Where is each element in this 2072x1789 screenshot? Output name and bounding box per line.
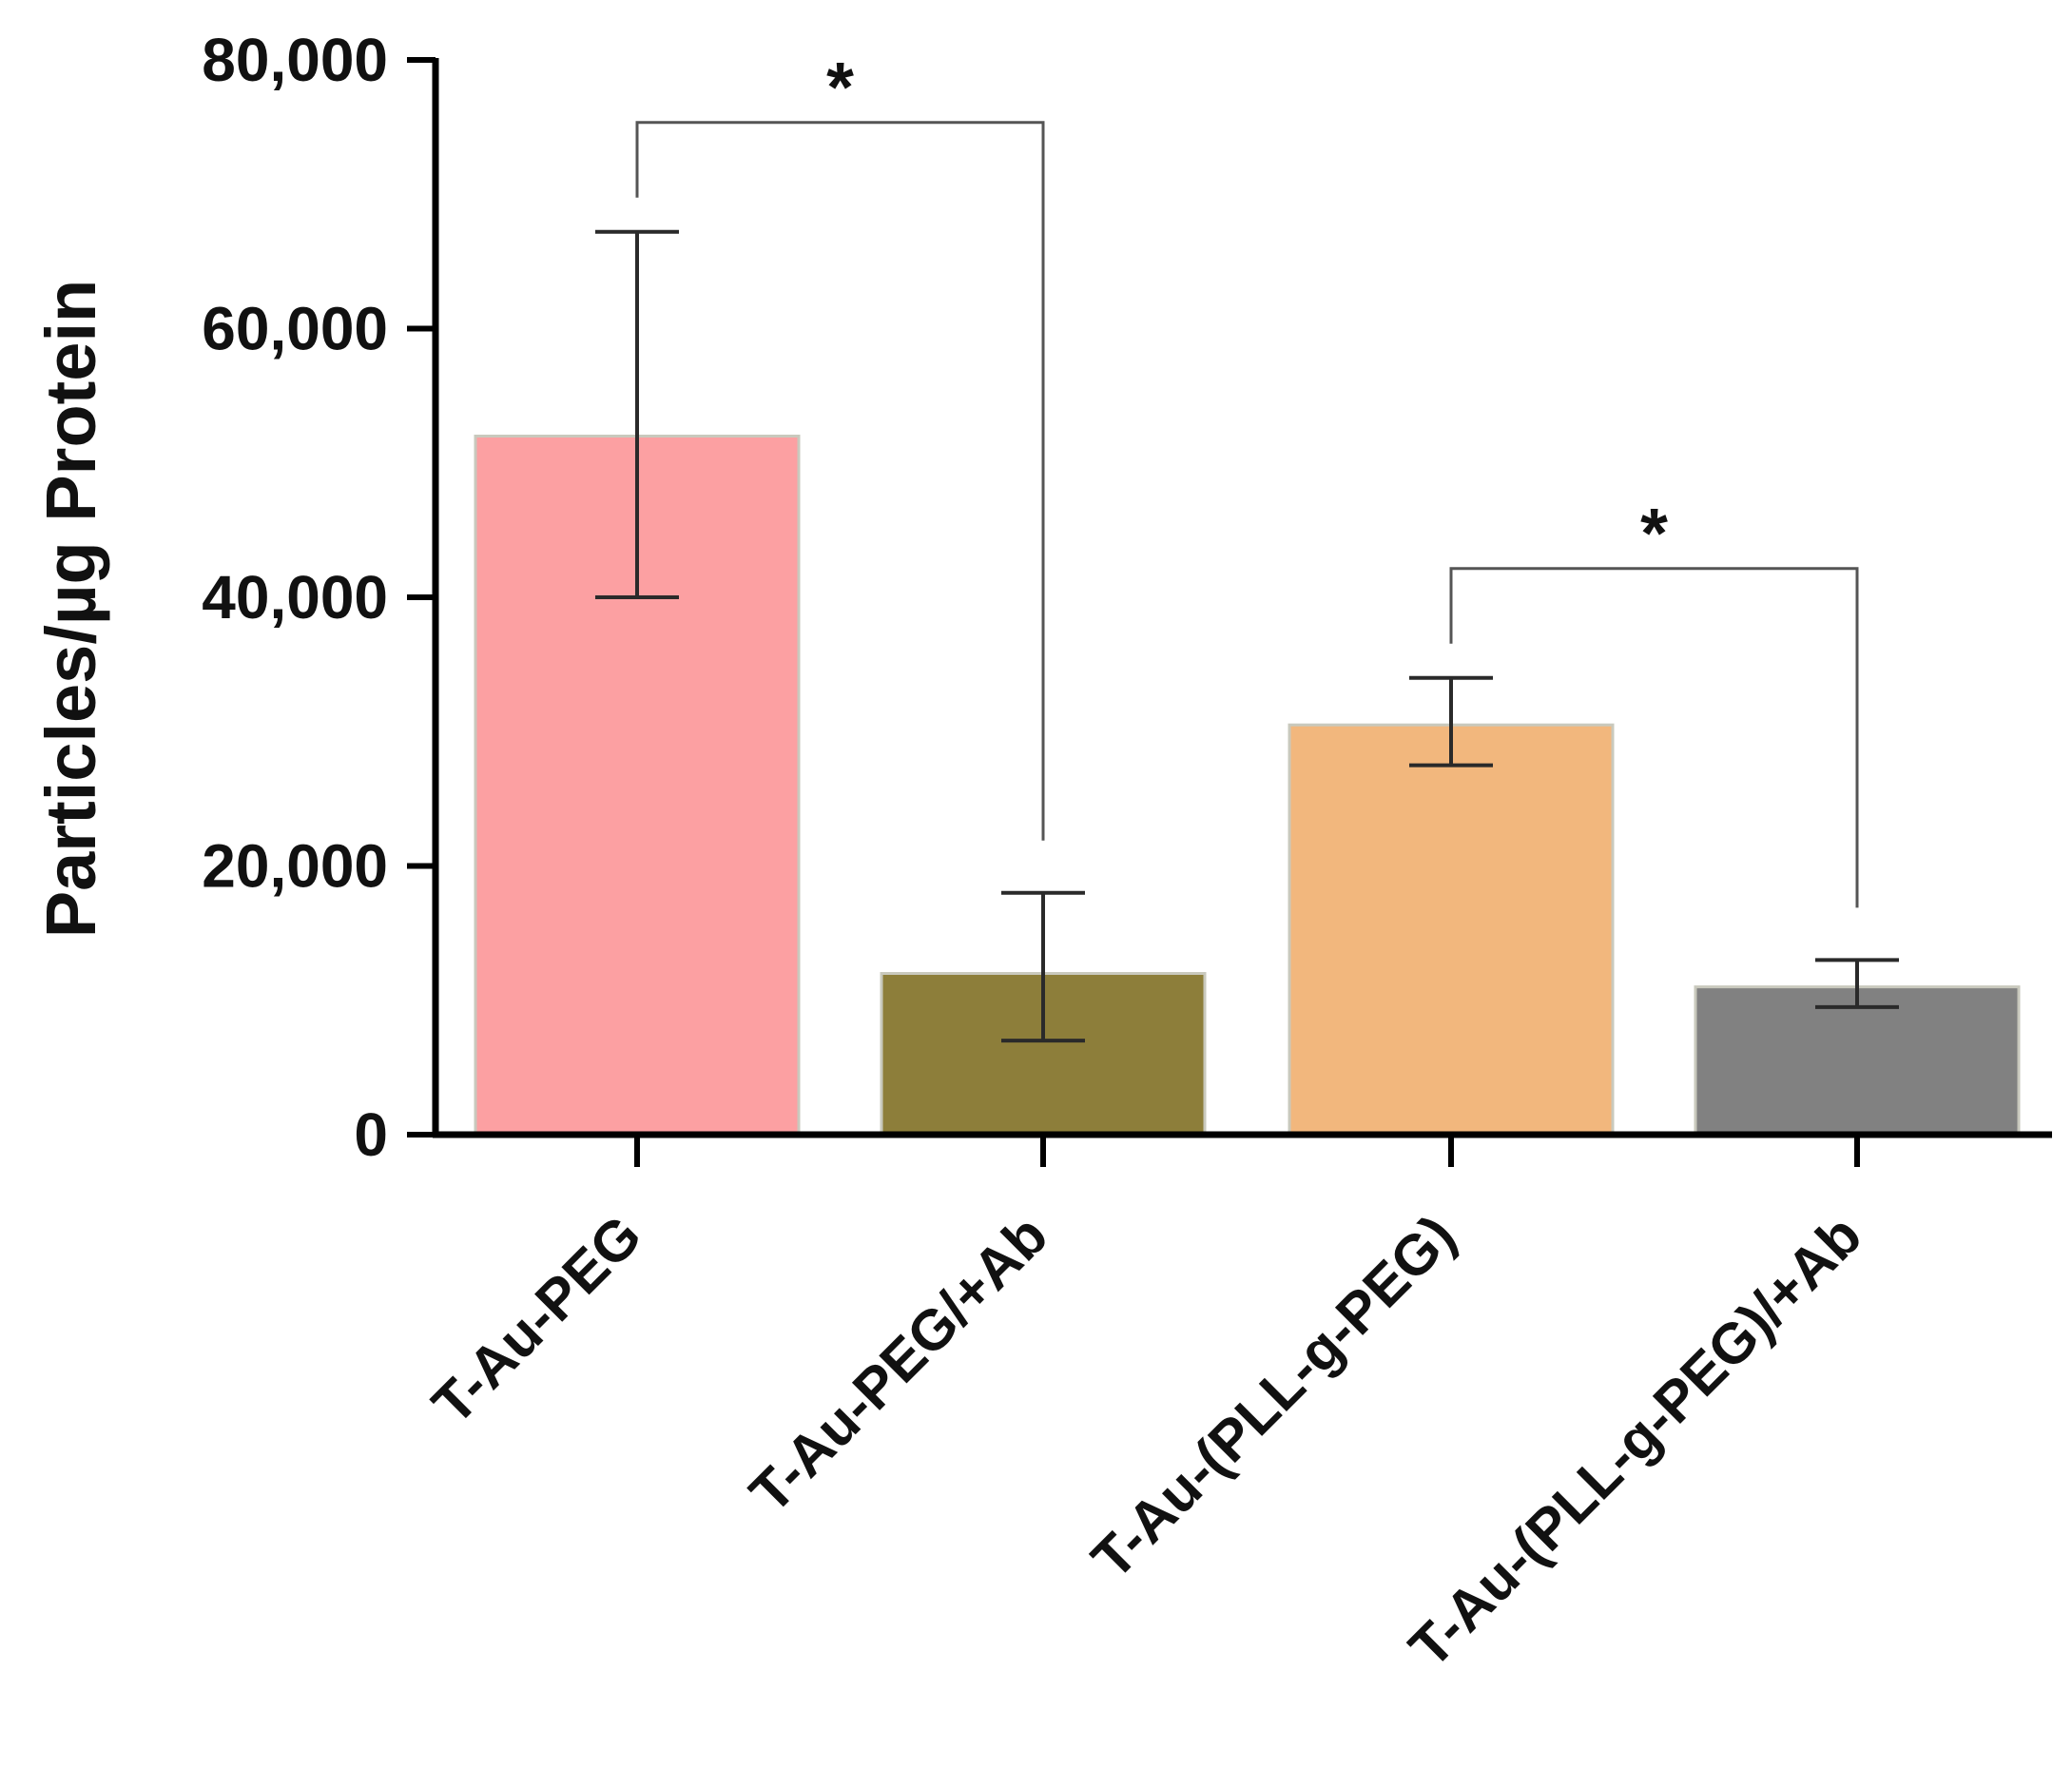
significance-bracket-1	[635, 121, 1045, 841]
y-tick-label-1: 20,000	[202, 832, 388, 901]
y-tick-label-3: 60,000	[202, 295, 388, 363]
y-axis-title: Particles/µg Protein	[31, 280, 110, 938]
error-bars-layer	[595, 229, 1899, 1043]
significance-bracket-2	[1449, 567, 1859, 908]
bar-3	[1288, 723, 1615, 1137]
x-tick-label-2: T-Au-PEG/+Ab	[738, 1203, 1059, 1525]
x-tick-label-3: T-Au-(PLL-g-PEG)	[1079, 1203, 1467, 1591]
significance-star-1: *	[826, 48, 854, 126]
significance-star-2: *	[1640, 494, 1668, 573]
y-tick-label-2: 40,000	[202, 563, 388, 632]
bars-layer	[474, 435, 2021, 1137]
y-tick-label-4: 80,000	[202, 26, 388, 94]
bar-4	[1694, 985, 2021, 1137]
y-tick-label-0: 0	[354, 1100, 388, 1169]
significance-layer: **	[635, 48, 1859, 908]
x-tick-label-4: T-Au-(PLL-g-PEG)/+Ab	[1397, 1203, 1873, 1680]
x-tick-label-1: T-Au-PEG	[420, 1203, 653, 1436]
